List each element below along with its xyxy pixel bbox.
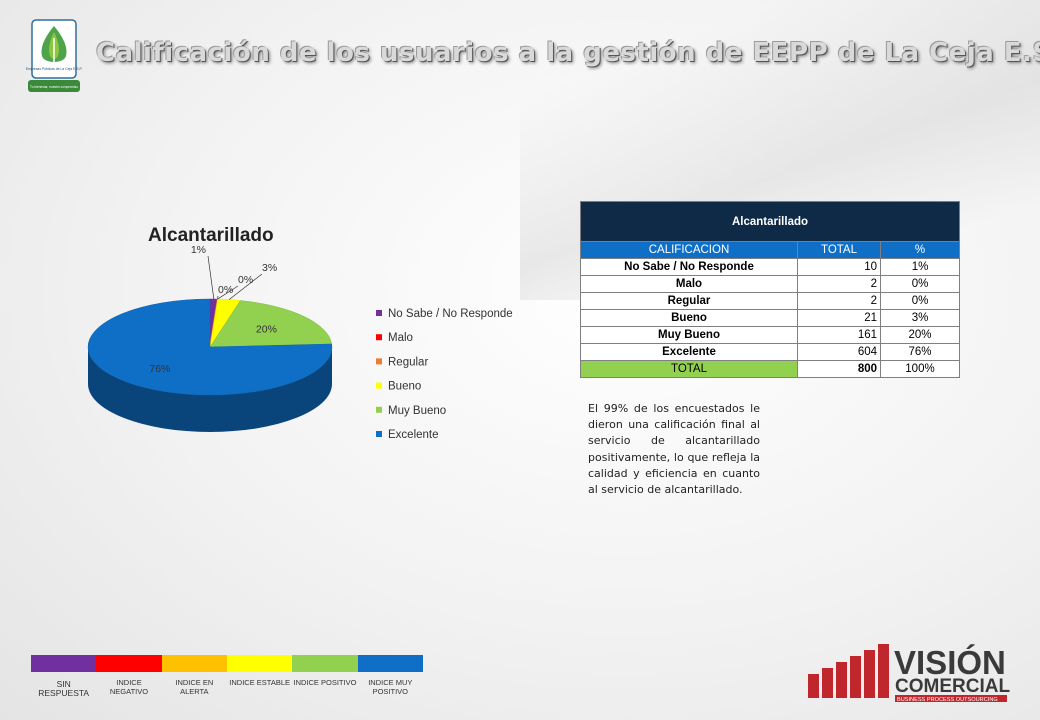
header-calificacion: CALIFICACION (580, 241, 798, 259)
legend-label-0: No Sabe / No Responde (388, 308, 513, 320)
table-row: Regular 2 0% (580, 292, 960, 310)
summary-text: El 99% de los encuestados le dieron una … (588, 402, 760, 497)
chart-legend: No Sabe / No Responde Malo Regular Bueno Muy… (376, 308, 513, 441)
cell-total: 2 (797, 292, 881, 310)
results-table: Alcantarillado CALIFICACION TOTAL % No S… (580, 201, 960, 378)
pie-slices (87, 298, 333, 396)
legend-label-5: Excelente (388, 429, 439, 441)
pie-slice-4 (209, 300, 333, 348)
cell-calificacion: No Sabe / No Responde (580, 258, 798, 276)
index-scale-labels: SIN RESPUESTA INDICE NEGATIVO INDICE EN … (31, 677, 423, 698)
legend-swatch-0 (376, 310, 382, 316)
scale-label-sin-respuesta: SIN RESPUESTA (38, 679, 90, 698)
pie-data-label-3: 3% (262, 262, 277, 274)
cell-percent: 3% (880, 309, 960, 327)
page-title: Calificación de los usuarios a la gestió… (96, 38, 1040, 68)
legend-label-1: Malo (388, 332, 413, 344)
scale-swatch-negativo (96, 655, 162, 672)
pie-data-label-0: 1% (191, 244, 206, 256)
pie-leader-3 (228, 273, 263, 300)
header-total: TOTAL (797, 241, 881, 259)
header-percent: % (880, 241, 960, 259)
pie-side-5 (88, 347, 332, 432)
table-row: No Sabe / No Responde 10 1% (580, 258, 960, 276)
legend-swatch-4 (376, 406, 382, 413)
legend-label-2: Regular (388, 356, 428, 368)
legend-swatch-2 (376, 358, 382, 365)
total-count: 800 (797, 360, 881, 378)
pie-labels: 1% 0% 0% 3% 20% 76% (149, 244, 277, 375)
brand-name-top: VISIÓN (894, 644, 1006, 681)
vision-comercial-logo: VISIÓN COMERCIAL BUSINESS PROCESS OUTSOU… (808, 644, 1010, 703)
cell-percent: 0% (880, 292, 960, 310)
brand-tagline: BUSINESS PROCESS OUTSOURCING (897, 697, 998, 703)
cell-percent: 20% (880, 326, 960, 344)
cell-calificacion: Muy Bueno (580, 326, 798, 344)
cell-calificacion: Excelente (580, 343, 798, 361)
scale-label-positivo: INDICE POSITIVO (293, 678, 357, 687)
cell-total: 161 (797, 326, 881, 344)
table-header-row: CALIFICACION TOTAL % (580, 241, 960, 259)
table-caption-row: Alcantarillado (580, 201, 960, 242)
cell-total: 2 (797, 275, 881, 293)
legend-label-4: Muy Bueno (388, 405, 446, 417)
logo-text-top: Empresas Públicas de La Ceja E.S.P. (26, 67, 83, 71)
table-row: Bueno 21 3% (580, 309, 960, 327)
pie-leader-0 (207, 255, 215, 300)
table-row: Muy Bueno 161 20% (580, 326, 960, 344)
cell-total: 10 (797, 258, 881, 276)
pie-depth (88, 347, 332, 432)
index-scale-bar (31, 655, 423, 672)
total-label: TOTAL (580, 360, 798, 378)
pie-data-label-4: 20% (256, 324, 277, 336)
pie-data-label-5: 76% (149, 363, 170, 375)
company-logo: Empresas Públicas de La Ceja E.S.P. Tu b… (26, 19, 83, 92)
table-caption: Alcantarillado (580, 201, 960, 242)
scale-swatch-positivo (292, 655, 358, 672)
scale-label-muy-positivo: INDICE MUY POSITIVO (368, 678, 413, 696)
scale-label-negativo: INDICE NEGATIVO (109, 678, 149, 696)
cell-calificacion: Bueno (580, 309, 798, 327)
legend-swatch-1 (376, 334, 382, 341)
scale-swatch-sin-respuesta (31, 655, 97, 672)
pie-leader-2 (217, 285, 239, 300)
logo-text-bottom: Tu bienestar, nuestro compromiso (30, 85, 78, 89)
scale-label-estable: INDICE ESTABLE (229, 678, 290, 687)
legend-swatch-3 (376, 382, 382, 389)
cell-calificacion: Regular (580, 292, 798, 310)
chart-title: Alcantarillado (148, 225, 274, 246)
cell-calificacion: Malo (580, 275, 798, 293)
scale-swatch-alerta (161, 655, 227, 672)
legend-label-3: Bueno (388, 381, 421, 393)
pie-data-label-2: 0% (238, 274, 253, 286)
cell-total: 604 (797, 343, 881, 361)
cell-percent: 76% (880, 343, 960, 361)
cell-percent: 0% (880, 275, 960, 293)
scale-swatch-muy-positivo (357, 655, 423, 672)
cell-total: 21 (797, 309, 881, 327)
cell-percent: 1% (880, 258, 960, 276)
pie-slice-5 (87, 298, 333, 396)
legend-swatch-5 (376, 431, 382, 437)
brand-name-bottom: COMERCIAL (895, 676, 1010, 697)
scale-label-alerta: INDICE EN ALERTA (175, 678, 214, 696)
table-row: Excelente 604 76% (580, 343, 960, 361)
pie-data-label-1: 0% (218, 284, 233, 296)
total-percent: 100% (880, 360, 960, 378)
table-total-row: TOTAL 800 100% (580, 360, 960, 378)
table-row: Malo 2 0% (580, 275, 960, 293)
scale-swatch-estable (226, 655, 293, 672)
pie-chart: Alcantarillado 1% 0% 0% 3% 20% 76% No Sabe / … (87, 225, 513, 441)
bar-chart-icon (808, 644, 889, 698)
